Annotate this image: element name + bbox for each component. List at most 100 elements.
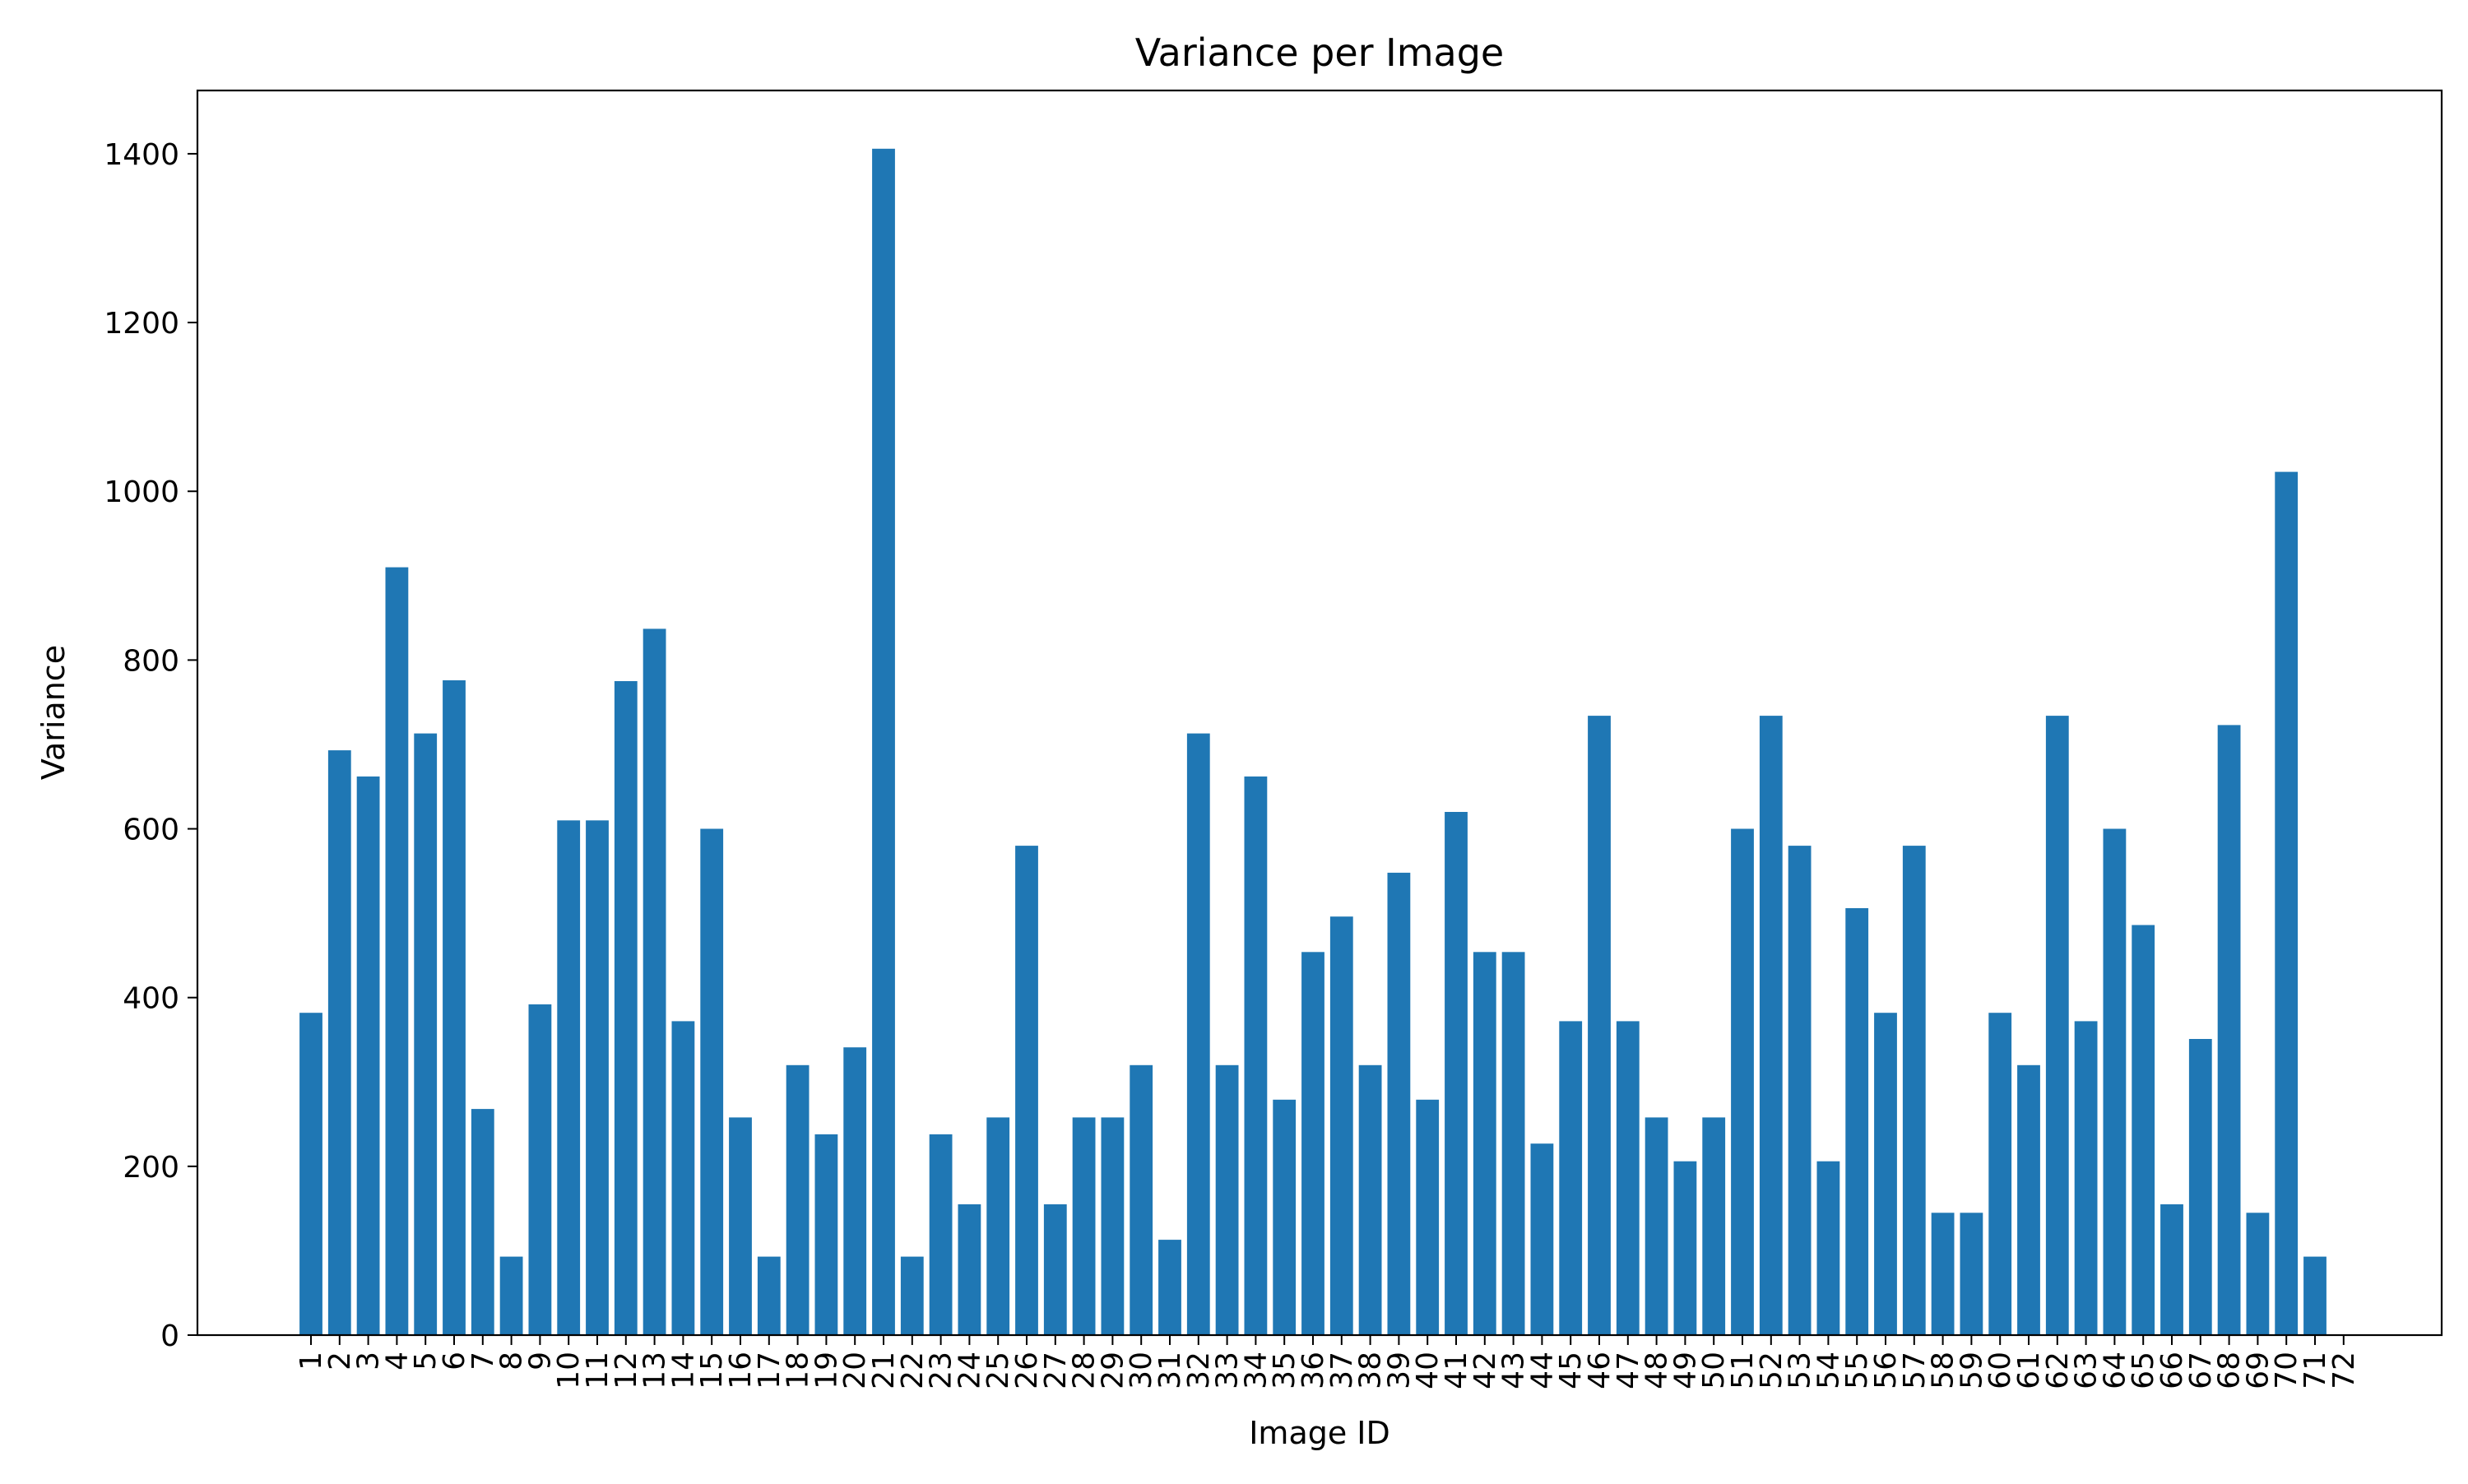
x-tick-label-31: 31	[1153, 1352, 1187, 1389]
bars-group	[299, 148, 2327, 1335]
bar-12	[614, 681, 638, 1335]
x-tick-label-67: 67	[2184, 1352, 2218, 1389]
x-tick-label-18: 18	[782, 1352, 815, 1389]
bar-23	[929, 1134, 953, 1335]
x-tick-label-14: 14	[666, 1352, 700, 1389]
bar-22	[900, 1256, 924, 1335]
bar-37	[1329, 916, 1353, 1335]
x-tick-label-48: 48	[1640, 1352, 1674, 1389]
bar-47	[1616, 1021, 1640, 1335]
x-tick-label-20: 20	[838, 1352, 872, 1389]
x-tick-label-50: 50	[1697, 1352, 1731, 1389]
bar-63	[2074, 1021, 2098, 1335]
x-tick-label-61: 61	[2012, 1352, 2046, 1389]
bar-39	[1387, 872, 1411, 1335]
bar-4	[385, 567, 409, 1335]
bar-31	[1158, 1240, 1181, 1335]
x-tick-label-53: 53	[1784, 1352, 1817, 1389]
x-tick-label-2: 2	[323, 1352, 357, 1370]
x-tick-label-12: 12	[610, 1352, 643, 1389]
x-tick-label-28: 28	[1068, 1352, 1102, 1389]
x-tick-label-15: 15	[695, 1352, 729, 1389]
bar-1	[299, 1013, 322, 1335]
bar-15	[700, 828, 724, 1335]
x-tick-label-72: 72	[2327, 1352, 2361, 1389]
plot-frame	[196, 89, 2443, 1337]
bar-10	[557, 820, 581, 1335]
x-tick-label-4: 4	[380, 1352, 414, 1370]
x-axis-ticks: 1234567891011121314151617181920212223242…	[295, 1335, 2361, 1389]
bar-11	[586, 820, 609, 1335]
bar-20	[843, 1047, 867, 1335]
bar-8	[499, 1256, 523, 1335]
y-tick-label-200: 200	[123, 1151, 179, 1185]
bar-7	[471, 1109, 494, 1335]
x-tick-label-64: 64	[2098, 1352, 2132, 1389]
x-tick-label-63: 63	[2070, 1352, 2104, 1389]
bar-5	[414, 733, 438, 1335]
bar-24	[958, 1204, 981, 1335]
x-tick-label-7: 7	[466, 1352, 500, 1370]
bar-52	[1759, 716, 1783, 1335]
bar-66	[2160, 1204, 2183, 1335]
chart-title: Variance per Image	[1135, 30, 1504, 75]
x-tick-label-23: 23	[925, 1352, 958, 1389]
bar-56	[1874, 1013, 1897, 1335]
bar-60	[1988, 1013, 2012, 1335]
bar-51	[1731, 828, 1754, 1335]
x-tick-label-43: 43	[1497, 1352, 1531, 1389]
bar-59	[1960, 1213, 1983, 1335]
bar-58	[1931, 1213, 1955, 1335]
x-tick-label-65: 65	[2127, 1352, 2160, 1389]
bar-17	[757, 1256, 781, 1335]
x-tick-label-11: 11	[581, 1352, 615, 1389]
bar-27	[1043, 1204, 1067, 1335]
x-tick-label-44: 44	[1525, 1352, 1559, 1389]
x-tick-label-41: 41	[1440, 1352, 1473, 1389]
y-tick-label-400: 400	[123, 982, 179, 1016]
x-tick-label-27: 27	[1039, 1352, 1073, 1389]
x-tick-label-46: 46	[1583, 1352, 1617, 1389]
bar-28	[1072, 1117, 1096, 1335]
bar-30	[1130, 1064, 1153, 1335]
x-tick-label-21: 21	[867, 1352, 901, 1389]
bar-50	[1702, 1117, 1726, 1335]
y-tick-label-1000: 1000	[104, 475, 179, 509]
bar-40	[1416, 1099, 1440, 1335]
bar-6	[443, 680, 466, 1335]
x-tick-label-17: 17	[753, 1352, 786, 1389]
bar-2	[327, 750, 351, 1335]
bar-32	[1186, 733, 1210, 1335]
y-axis-ticks: 0 200 400 600 800 1000 1200 1400	[104, 138, 197, 1353]
x-tick-label-68: 68	[2213, 1352, 2247, 1389]
bar-65	[2132, 925, 2155, 1335]
x-tick-label-10: 10	[552, 1352, 586, 1389]
x-tick-label-55: 55	[1840, 1352, 1874, 1389]
bar-53	[1788, 846, 1812, 1335]
x-tick-label-33: 33	[1211, 1352, 1245, 1389]
bar-36	[1301, 952, 1324, 1335]
bar-68	[2217, 725, 2241, 1335]
y-tick-label-1200: 1200	[104, 307, 179, 341]
bar-33	[1215, 1064, 1239, 1335]
x-tick-label-60: 60	[1983, 1352, 2017, 1389]
bar-45	[1559, 1021, 1583, 1335]
bar-71	[2303, 1256, 2327, 1335]
y-tick-label-800: 800	[123, 644, 179, 678]
x-tick-label-39: 39	[1382, 1352, 1416, 1389]
bar-57	[1902, 846, 1926, 1335]
x-tick-label-58: 58	[1927, 1352, 1960, 1389]
x-tick-label-45: 45	[1554, 1352, 1588, 1389]
x-tick-label-3: 3	[352, 1352, 386, 1370]
bar-42	[1473, 952, 1496, 1335]
x-tick-label-34: 34	[1239, 1352, 1273, 1389]
bar-26	[1015, 846, 1038, 1335]
bar-25	[986, 1117, 1010, 1335]
bar-19	[814, 1134, 838, 1335]
x-tick-label-40: 40	[1411, 1352, 1445, 1389]
x-axis-label: Image ID	[1249, 1415, 1390, 1451]
x-tick-label-22: 22	[896, 1352, 930, 1389]
x-tick-label-70: 70	[2270, 1352, 2303, 1389]
bar-62	[2045, 716, 2069, 1335]
bar-54	[1816, 1161, 1840, 1335]
